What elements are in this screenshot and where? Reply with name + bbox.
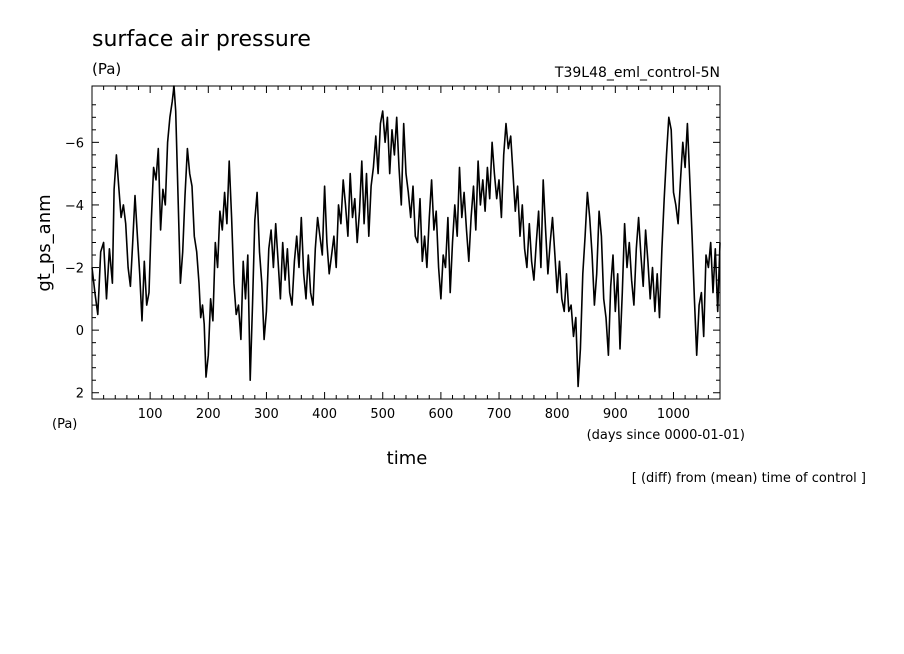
chart-title: surface air pressure (92, 27, 311, 52)
x-units-label: (days since 0000-01-01) (587, 428, 745, 443)
x-axis: 100 200 300 400 500 600 700 800 900 1000 (103, 86, 721, 422)
title-units: (Pa) (92, 60, 121, 78)
footnote: [ (diff) from (mean) time of control ] (632, 471, 866, 486)
y-tick-label: −4 (65, 199, 84, 214)
x-tick-label: 400 (312, 407, 337, 422)
experiment-label: T39L48_eml_control-5N (554, 65, 720, 81)
x-tick-label: 500 (370, 407, 395, 422)
y-tick-label: −6 (65, 136, 84, 151)
y-axis: 2 0 −2 −4 −6 (65, 104, 720, 402)
x-tick-label: 900 (603, 407, 628, 422)
x-tick-label: 200 (196, 407, 221, 422)
x-axis-label: time (387, 448, 428, 469)
x-tick-label: 100 (138, 407, 163, 422)
x-tick-label: 800 (545, 407, 570, 422)
series-layer (91, 85, 721, 388)
x-tick-label: 700 (487, 407, 512, 422)
series-line-1 (91, 85, 721, 388)
y-tick-label: 0 (76, 324, 84, 339)
x-tick-label: 300 (254, 407, 279, 422)
x-tick-label: 1000 (657, 407, 690, 422)
y-units-label: (Pa) (52, 417, 77, 432)
y-axis-label: gt_ps_anm (34, 194, 55, 291)
x-tick-label: 600 (428, 407, 453, 422)
y-tick-label: −2 (65, 262, 84, 277)
y-tick-label: 2 (76, 387, 84, 402)
